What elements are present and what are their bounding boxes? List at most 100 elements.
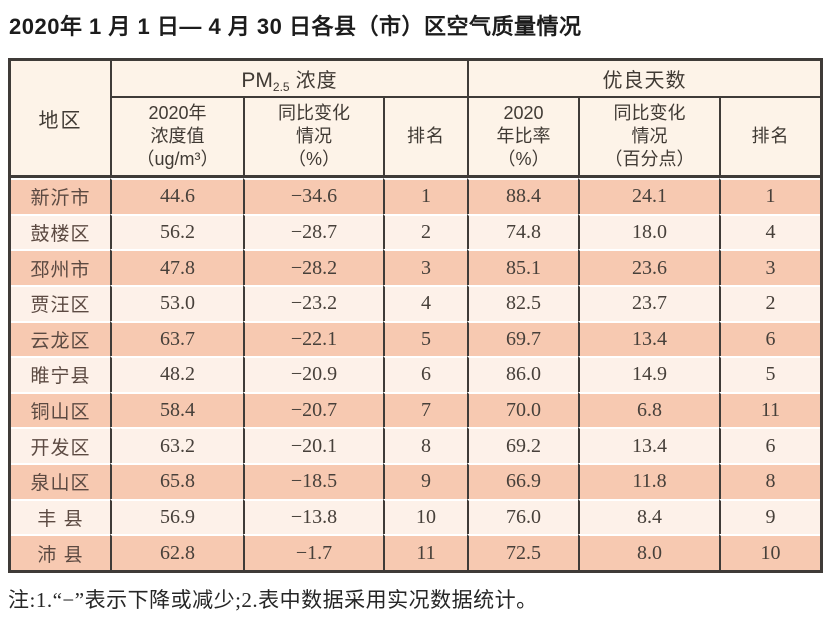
table-row: 鼓楼区 56.2 −28.7 2 74.8 18.0 4 bbox=[11, 213, 821, 250]
table-row: 开发区 63.2 −20.1 8 69.2 13.4 6 bbox=[11, 427, 821, 463]
good-change-cell: 8.4 bbox=[578, 498, 720, 535]
table-row: 云龙区 63.7 −22.1 5 69.7 13.4 6 bbox=[11, 320, 821, 357]
pm-value-cell: 65.8 bbox=[110, 463, 243, 499]
column-header-region: 地区 bbox=[11, 61, 110, 178]
good-rank-cell: 1 bbox=[719, 178, 821, 214]
good-ratio-cell: 69.2 bbox=[467, 427, 579, 463]
good-rank-cell: 11 bbox=[719, 391, 821, 428]
good-rank-cell: 9 bbox=[719, 498, 821, 535]
pm-change-cell: −28.2 bbox=[243, 249, 383, 285]
pm-rank-cell: 6 bbox=[383, 356, 468, 392]
region-cell: 铜山区 bbox=[11, 391, 110, 428]
good-change-cell: 23.7 bbox=[578, 284, 720, 321]
good-change-cell: 23.6 bbox=[578, 249, 720, 285]
good-rank-cell: 8 bbox=[719, 463, 821, 499]
table-row: 睢宁县 48.2 −20.9 6 86.0 14.9 5 bbox=[11, 356, 821, 392]
pm-change-cell: −23.2 bbox=[243, 284, 383, 321]
pm-value-cell: 63.2 bbox=[110, 427, 243, 463]
pm-rank-cell: 8 bbox=[383, 427, 468, 463]
pm-label-suffix: 浓度 bbox=[295, 69, 338, 92]
good-rank-cell: 6 bbox=[719, 427, 821, 463]
column-header-pm-rank: 排名 bbox=[383, 98, 468, 178]
good-ratio-cell: 66.9 bbox=[467, 463, 579, 499]
pm-change-cell: −20.1 bbox=[243, 427, 383, 463]
pm-label-subscript: 2.5 bbox=[272, 79, 290, 94]
pm-value-cell: 48.2 bbox=[110, 356, 243, 392]
column-group-good-days: 优良天数 bbox=[467, 61, 821, 98]
region-cell: 贾汪区 bbox=[11, 284, 110, 321]
table-row: 丰 县 56.9 −13.8 10 76.0 8.4 9 bbox=[11, 498, 821, 535]
header-sub-row: 2020年 浓度值 （ug/m³） 同比变化 情况 （%） 排名 2020 年比… bbox=[11, 98, 821, 178]
pm-rank-cell: 2 bbox=[383, 213, 468, 250]
header-group-row: 地区 PM2.5 浓度 优良天数 bbox=[11, 61, 821, 178]
pm-change-cell: −20.9 bbox=[243, 356, 383, 392]
pm-change-cell: −1.7 bbox=[243, 534, 383, 570]
pm-rank-cell: 9 bbox=[383, 463, 468, 499]
pm-rank-cell: 10 bbox=[383, 498, 468, 535]
good-change-cell: 8.0 bbox=[578, 534, 720, 570]
pm-change-cell: −28.7 bbox=[243, 213, 383, 250]
good-change-cell: 6.8 bbox=[578, 391, 720, 428]
good-ratio-cell: 76.0 bbox=[467, 498, 579, 535]
pm-rank-cell: 5 bbox=[383, 320, 468, 357]
table-header: 地区 PM2.5 浓度 优良天数 2020年 浓度值 （ug/m³） 同比变化 情… bbox=[11, 61, 821, 178]
good-change-cell: 14.9 bbox=[578, 356, 720, 392]
region-cell: 泉山区 bbox=[11, 463, 110, 499]
pm-value-cell: 44.6 bbox=[110, 178, 243, 214]
table-row: 泉山区 65.8 −18.5 9 66.9 11.8 8 bbox=[11, 463, 821, 499]
footnote: 注:1.“−”表示下降或减少;2.表中数据采用实况数据统计。 bbox=[8, 588, 538, 612]
pm-change-cell: −13.8 bbox=[243, 498, 383, 535]
region-cell: 邳州市 bbox=[11, 249, 110, 285]
table-row: 铜山区 58.4 −20.7 7 70.0 6.8 11 bbox=[11, 391, 821, 428]
pm-change-cell: −18.5 bbox=[243, 463, 383, 499]
pm-rank-cell: 3 bbox=[383, 249, 468, 285]
good-ratio-cell: 69.7 bbox=[467, 320, 579, 357]
good-rank-cell: 5 bbox=[719, 356, 821, 392]
pm-value-cell: 53.0 bbox=[110, 284, 243, 321]
column-header-pm-change: 同比变化 情况 （%） bbox=[243, 98, 383, 178]
good-change-cell: 24.1 bbox=[578, 178, 720, 214]
good-change-cell: 18.0 bbox=[578, 213, 720, 250]
pm-rank-cell: 4 bbox=[383, 284, 468, 321]
region-cell: 鼓楼区 bbox=[11, 213, 110, 250]
air-quality-table: 地区 PM2.5 浓度 优良天数 2020年 浓度值 （ug/m³） 同比变化 情… bbox=[8, 58, 824, 573]
pm-change-cell: −34.6 bbox=[243, 178, 383, 214]
good-change-cell: 13.4 bbox=[578, 320, 720, 357]
pm-value-cell: 62.8 bbox=[110, 534, 243, 570]
pm-change-cell: −20.7 bbox=[243, 391, 383, 428]
good-ratio-cell: 85.1 bbox=[467, 249, 579, 285]
good-ratio-cell: 86.0 bbox=[467, 356, 579, 392]
pm-value-cell: 58.4 bbox=[110, 391, 243, 428]
pm-label-prefix: PM bbox=[241, 68, 273, 92]
good-rank-cell: 10 bbox=[719, 534, 821, 570]
table-row: 新沂市 44.6 −34.6 1 88.4 24.1 1 bbox=[11, 178, 821, 214]
good-ratio-cell: 74.8 bbox=[467, 213, 579, 250]
page-title: 2020年 1 月 1 日— 4 月 30 日各县（市）区空气质量情况 bbox=[9, 14, 582, 39]
region-cell: 开发区 bbox=[11, 427, 110, 463]
good-change-cell: 13.4 bbox=[578, 427, 720, 463]
column-header-good-rank: 排名 bbox=[719, 98, 821, 178]
pm-change-cell: −22.1 bbox=[243, 320, 383, 357]
region-cell: 沛 县 bbox=[11, 534, 110, 570]
region-cell: 丰 县 bbox=[11, 498, 110, 535]
column-header-good-ratio: 2020 年比率 （%） bbox=[467, 98, 579, 178]
table-row: 邳州市 47.8 −28.2 3 85.1 23.6 3 bbox=[11, 249, 821, 285]
good-rank-cell: 4 bbox=[719, 213, 821, 250]
pm-rank-cell: 7 bbox=[383, 391, 468, 428]
good-rank-cell: 3 bbox=[719, 249, 821, 285]
region-cell: 睢宁县 bbox=[11, 356, 110, 392]
pm-value-cell: 56.2 bbox=[110, 213, 243, 250]
pm-value-cell: 56.9 bbox=[110, 498, 243, 535]
good-ratio-cell: 70.0 bbox=[467, 391, 579, 428]
table-body: 新沂市 44.6 −34.6 1 88.4 24.1 1 鼓楼区 56.2 −2… bbox=[11, 178, 821, 570]
good-change-cell: 11.8 bbox=[578, 463, 720, 499]
good-ratio-cell: 72.5 bbox=[467, 534, 579, 570]
pm-value-cell: 63.7 bbox=[110, 320, 243, 357]
region-cell: 云龙区 bbox=[11, 320, 110, 357]
pm-value-cell: 47.8 bbox=[110, 249, 243, 285]
pm-rank-cell: 1 bbox=[383, 178, 468, 214]
region-cell: 新沂市 bbox=[11, 178, 110, 214]
column-header-pm-value: 2020年 浓度值 （ug/m³） bbox=[110, 98, 243, 178]
table-row: 贾汪区 53.0 −23.2 4 82.5 23.7 2 bbox=[11, 284, 821, 321]
